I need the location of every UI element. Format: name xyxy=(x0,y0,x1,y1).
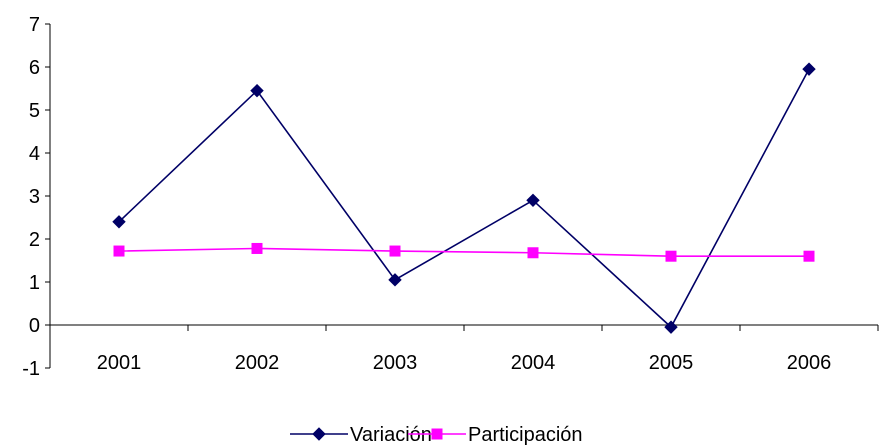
data-point xyxy=(803,250,815,262)
data-point xyxy=(251,242,263,254)
y-tick-label: 5 xyxy=(29,100,40,122)
data-point xyxy=(388,273,402,287)
legend: Variación Participación xyxy=(290,424,583,446)
series-layer xyxy=(112,62,816,334)
data-point xyxy=(665,250,677,262)
data-point xyxy=(250,83,264,98)
x-tick-label: 2004 xyxy=(511,352,556,374)
series-participacion xyxy=(113,242,815,262)
legend-label: Variación xyxy=(350,424,432,446)
x-axis-ticks: 2001 2002 2003 2004 2005 2006 xyxy=(49,325,879,374)
series-variacion xyxy=(112,62,816,334)
legend-marker xyxy=(431,428,443,440)
y-tick-label: -1 xyxy=(22,358,40,380)
axes xyxy=(49,24,878,368)
data-point xyxy=(112,215,126,229)
x-tick-label: 2002 xyxy=(235,352,280,374)
x-tick-label: 2003 xyxy=(373,352,418,374)
y-tick-label: 1 xyxy=(29,272,40,294)
series-line xyxy=(118,68,810,329)
legend-item: Variación xyxy=(290,424,432,446)
legend-marker xyxy=(312,427,326,441)
y-tick-label: 4 xyxy=(29,143,40,165)
series-line xyxy=(118,247,809,258)
data-point xyxy=(527,247,539,259)
data-point xyxy=(664,320,678,334)
y-tick-label: 6 xyxy=(29,57,40,79)
data-point xyxy=(526,193,540,208)
y-tick-label: 3 xyxy=(29,186,40,208)
y-tick-label: 2 xyxy=(29,229,40,251)
data-point xyxy=(113,245,125,257)
x-tick-label: 2006 xyxy=(787,352,832,374)
data-point xyxy=(389,245,401,257)
y-axis-ticks: -1 0 1 2 3 4 5 6 7 xyxy=(22,14,50,380)
y-tick-label: 0 xyxy=(29,315,40,337)
x-tick-label: 2005 xyxy=(649,352,694,374)
x-tick-label: 2001 xyxy=(97,352,142,374)
legend-item: Participación xyxy=(408,424,583,446)
data-point xyxy=(802,62,816,76)
y-tick-label: 7 xyxy=(29,14,40,36)
legend-label: Participación xyxy=(468,424,583,446)
